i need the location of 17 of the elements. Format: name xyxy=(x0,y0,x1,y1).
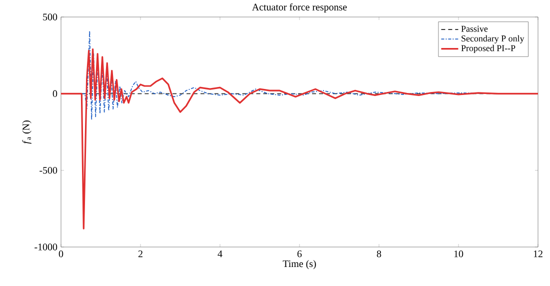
x-tick-label: 0 xyxy=(58,250,64,258)
y-tick-label: 0 xyxy=(52,90,58,98)
y-tick-label: -1000 xyxy=(34,244,58,250)
x-tick-label: 2 xyxy=(138,250,142,258)
legend-label: Passive xyxy=(461,26,488,32)
y-tick-label: 500 xyxy=(43,14,58,20)
x-tick-label: 12 xyxy=(534,250,542,258)
x-axis-title: Time (s) xyxy=(282,260,316,270)
x-tick-label: 8 xyxy=(376,250,382,258)
legend-label: Proposed PI--P xyxy=(461,44,516,54)
chart-title: Actuator force response xyxy=(252,3,347,12)
x-tick-label: 6 xyxy=(297,250,302,258)
y-tick-label: -500 xyxy=(40,166,58,174)
x-tick-label: 10 xyxy=(454,250,464,258)
legend-label: Secondary P only xyxy=(462,35,524,44)
x-tick-label: 4 xyxy=(218,250,222,258)
y-axis-title: f$_{a}$ (N) xyxy=(22,120,32,144)
